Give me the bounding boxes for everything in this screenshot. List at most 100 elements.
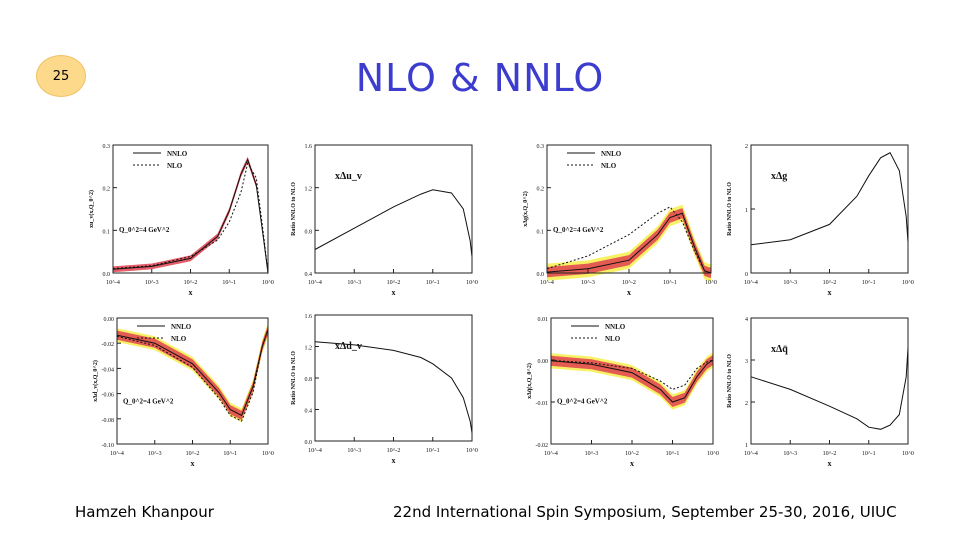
p7-ytick-label: -0.01: [536, 401, 549, 407]
p3-series-nnlo: [546, 212, 712, 274]
p8-ytick-label: 1: [745, 443, 748, 449]
p8-ylabel: Ratio NNLO to NLO: [727, 354, 733, 408]
p1-series-nnlo: [112, 158, 269, 274]
p4-ytick-label: 2: [745, 144, 748, 150]
p1-legend-nnlo: NNLO: [167, 150, 188, 158]
p4-xtick-label: 10^-3: [783, 280, 797, 286]
p2-xtick-label: 10^-1: [426, 280, 440, 286]
p1-legend-nlo: NLO: [167, 162, 183, 170]
p6-ylabel: Ratio NNLO to NLO: [291, 351, 297, 405]
p4-xlabel: x: [828, 288, 832, 297]
p8-xlabel: x: [828, 459, 832, 468]
p5-ytick-label: -0.04: [102, 367, 115, 373]
p3-yellow-uncertainty-band: [547, 204, 711, 282]
p1-xtick-label: 10^-2: [184, 280, 198, 286]
p7-xlabel: x: [630, 459, 634, 468]
p8-xtick-label: 10^-4: [744, 451, 758, 457]
p6-xtick-label: 10^-4: [308, 448, 322, 454]
p6-xtick-label: 10^-2: [387, 448, 401, 454]
p4-xtick-label: 10^0: [902, 280, 914, 286]
p3-xtick-label: 10^0: [705, 280, 717, 286]
p7-legend-nnlo: NNLO: [605, 323, 626, 331]
p7-xtick-label: 10^-2: [625, 451, 639, 457]
p1-xtick-label: 10^-1: [222, 280, 236, 286]
p4-xtick-label: 10^-4: [744, 280, 758, 286]
p5-annotation: Q_0^2=4 GeV^2: [123, 398, 174, 406]
p6-xlabel: x: [392, 456, 396, 465]
p7-annotation: Q_0^2=4 GeV^2: [557, 398, 608, 406]
p8-xtick-label: 10^-3: [783, 451, 797, 457]
p8-frame: [750, 317, 909, 445]
p7-ylabel: xΔq̄(x,Q_0^2): [526, 363, 533, 399]
p3-legend-nlo: NLO: [601, 162, 617, 170]
p4-ylabel: Ratio NNLO to NLO: [727, 182, 733, 236]
p6-ytick-label: 0.4: [305, 409, 313, 415]
p4-xtick-label: 10^-1: [862, 280, 876, 286]
p7-legend-nlo: NLO: [605, 335, 621, 343]
p2-ylabel: Ratio NNLO to NLO: [291, 182, 297, 236]
p3-legend-nnlo: NNLO: [601, 150, 622, 158]
p5-legend-nnlo: NNLO: [171, 323, 192, 331]
p7-ytick-label: 0.01: [538, 317, 549, 323]
slide-number: 25: [52, 68, 70, 84]
p6-xtick-label: 10^0: [466, 448, 478, 454]
p1-ytick-label: 0.0: [103, 272, 111, 278]
p6-frame: [314, 314, 473, 442]
p5-xtick-label: 10^-3: [148, 451, 162, 457]
p2-ytick-label: 1.2: [305, 187, 313, 193]
p6-xtick-label: 10^-3: [347, 448, 361, 454]
p1-xtick-label: 10^0: [262, 280, 274, 286]
p5-xtick-label: 10^-4: [110, 451, 124, 457]
p6-annotation: xΔd_v: [335, 341, 362, 352]
p5-ytick-label: -0.10: [102, 443, 115, 449]
p7-ytick-label: -0.02: [536, 443, 549, 449]
p6-ytick-label: 1.2: [305, 346, 313, 352]
p3-annotation: Q_0^2=4 GeV^2: [553, 226, 604, 234]
p8-xtick-label: 10^-1: [862, 451, 876, 457]
p3-ytick-label: 0.1: [537, 229, 545, 235]
p3-ylabel: xΔg(x,Q_0^2): [522, 191, 529, 226]
p2-xlabel: x: [392, 288, 396, 297]
p4-ytick-label: 0: [745, 272, 748, 278]
p4-xtick-label: 10^-2: [823, 280, 837, 286]
p2-xtick-label: 10^-2: [387, 280, 401, 286]
p6-series-ratio: [314, 341, 473, 434]
p2-xtick-label: 10^-3: [347, 280, 361, 286]
p1-ytick-label: 0.2: [103, 187, 111, 193]
p7-xtick-label: 10^-4: [544, 451, 558, 457]
p3-xtick-label: 10^-1: [663, 280, 677, 286]
p3-xtick-label: 10^-2: [622, 280, 636, 286]
p6-ytick-label: 0.0: [305, 440, 313, 446]
p3-ytick-label: 0.0: [537, 272, 545, 278]
p7-xtick-label: 10^0: [707, 451, 719, 457]
p4-ytick-label: 1: [745, 208, 748, 214]
p5-xtick-label: 10^-1: [223, 451, 237, 457]
p1-xtick-label: 10^-3: [145, 280, 159, 286]
p5-xlabel: x: [191, 459, 195, 468]
p3-xlabel: x: [627, 288, 631, 297]
p2-xtick-label: 10^0: [466, 280, 478, 286]
p6-ytick-label: 0.8: [305, 377, 313, 383]
p1-ytick-label: 0.1: [103, 229, 111, 235]
p2-ytick-label: 0.8: [305, 229, 313, 235]
p8-ytick-label: 4: [745, 317, 748, 323]
p1-ylabel: xu_v(x,Q_0^2): [88, 190, 95, 228]
p7-xtick-label: 10^-3: [585, 451, 599, 457]
p8-annotation: xΔq̄: [771, 344, 788, 355]
p2-series-ratio: [314, 189, 473, 258]
p7-ytick-label: 0.00: [538, 359, 549, 365]
p7-frame: [550, 317, 714, 445]
p8-xtick-label: 10^-2: [823, 451, 837, 457]
p2-ytick-label: 1.6: [305, 144, 313, 150]
p8-ytick-label: 2: [745, 401, 748, 407]
p5-legend-nlo: NLO: [171, 335, 187, 343]
p2-ytick-label: 0.4: [305, 272, 313, 278]
p2-frame: [314, 144, 473, 274]
footer-author: Hamzeh Khanpour: [75, 503, 214, 521]
p3-series-nlo: [546, 206, 712, 274]
p1-ytick-label: 0.3: [103, 144, 111, 150]
p1-series-nlo: [112, 161, 269, 274]
p5-ytick-label: -0.06: [102, 393, 115, 399]
p5-xtick-label: 10^0: [262, 451, 274, 457]
p3-ytick-label: 0.3: [537, 144, 545, 150]
